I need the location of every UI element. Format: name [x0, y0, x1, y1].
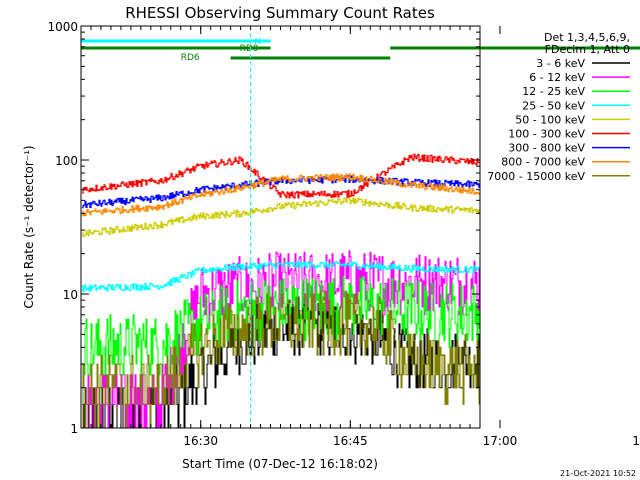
- legend-label-7: 800 - 7000 keV: [501, 156, 585, 169]
- series-line-7: [82, 173, 480, 217]
- legend-label-5: 100 - 300 keV: [508, 128, 585, 141]
- observing-bar-label-rd6: RD6: [181, 53, 200, 63]
- legend-label-8: 7000 - 15000 keV: [487, 170, 585, 183]
- legend-label-1: 6 - 12 keV: [529, 71, 585, 84]
- legend-header-2: FDecim 1, Att 0: [545, 43, 630, 56]
- legend-label-3: 25 - 50 keV: [522, 99, 585, 112]
- series-line-5: [82, 153, 480, 199]
- chart-title: RHESSI Observing Summary Count Rates: [125, 4, 435, 22]
- x-tick-label-0: 16:30: [183, 434, 218, 448]
- observing-bar-label-n: N: [255, 37, 261, 46]
- series-layer: [82, 153, 480, 429]
- legend-label-0: 3 - 6 keV: [536, 57, 585, 70]
- footer-timestamp: 21-Oct-2021 10:52: [560, 469, 636, 478]
- observing-bar-label-rd0: RD0: [240, 44, 259, 54]
- x-tick-label-1: 16:45: [333, 434, 368, 448]
- vertical-lines-layer: [250, 26, 252, 428]
- y-tick-label-2: 100: [55, 154, 78, 168]
- legend-label-4: 50 - 100 keV: [515, 113, 585, 126]
- y-tick-label-0: 1: [70, 422, 78, 436]
- series-line-8: [82, 290, 480, 429]
- series-line-4: [82, 197, 480, 238]
- legend-header-1: Det 1,3,4,5,6,9,: [544, 31, 630, 44]
- y-tick-label-3: 1000: [47, 20, 78, 34]
- x-tick-label-3: 17:15: [632, 434, 640, 448]
- y-axis-label: Count Rate (s⁻¹ detector⁻¹): [22, 145, 36, 308]
- legend-label-2: 12 - 25 keV: [522, 85, 585, 98]
- x-axis-label: Start Time (07-Dec-12 16:18:02): [182, 457, 378, 471]
- y-tick-label-1: 10: [63, 288, 78, 302]
- legend-label-6: 300 - 800 keV: [508, 142, 585, 155]
- series-line-3: [82, 260, 480, 293]
- x-tick-label-2: 17:00: [483, 434, 518, 448]
